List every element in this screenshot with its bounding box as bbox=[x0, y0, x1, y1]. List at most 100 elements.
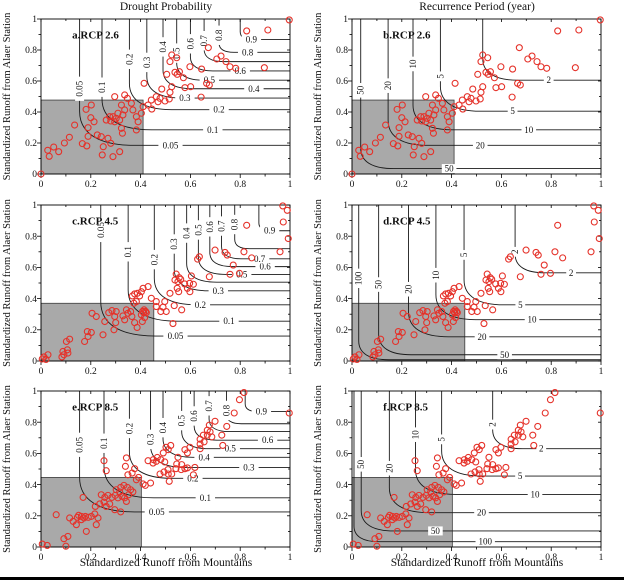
x-tick-label: 0 bbox=[350, 367, 355, 377]
contour-label-halo bbox=[220, 444, 240, 454]
scatter-point bbox=[248, 254, 256, 262]
contour-label-20: 20 bbox=[477, 508, 487, 518]
x-tick-label: 0.2 bbox=[85, 180, 97, 190]
scatter-point bbox=[144, 283, 152, 291]
scatter-point bbox=[285, 16, 293, 24]
scatter-point bbox=[203, 431, 211, 439]
scatter-point bbox=[395, 513, 403, 521]
scatter-point bbox=[92, 312, 100, 321]
contour-label-halo bbox=[75, 76, 85, 101]
contour-line-0.6 bbox=[189, 19, 290, 72]
scatter-point bbox=[410, 331, 418, 339]
scatter-point bbox=[162, 307, 170, 316]
scatter-point bbox=[107, 117, 115, 125]
contour-label-halo bbox=[214, 25, 224, 45]
scatter-point bbox=[133, 323, 141, 332]
scatter-point bbox=[137, 288, 145, 296]
scatter-point bbox=[463, 303, 471, 311]
scatter-point bbox=[476, 95, 484, 103]
scatter-point bbox=[163, 70, 171, 78]
scatter-point bbox=[433, 454, 441, 462]
contour-label-halo bbox=[474, 508, 489, 518]
scatter-point bbox=[451, 79, 459, 87]
scatter-point bbox=[127, 99, 135, 107]
contour-label-halo bbox=[190, 300, 211, 310]
contour-label-50: 50 bbox=[356, 459, 366, 469]
scatter-point bbox=[168, 470, 176, 478]
scatter-point bbox=[433, 306, 441, 314]
contour-label-halo bbox=[507, 106, 518, 116]
scatter-point bbox=[508, 93, 516, 101]
scatter-point bbox=[394, 142, 402, 150]
contour-label-10: 10 bbox=[410, 430, 420, 440]
scatter-point bbox=[398, 328, 406, 337]
contour-label-0.1: 0.1 bbox=[207, 125, 218, 135]
scatter-point bbox=[498, 272, 506, 280]
scatter-point bbox=[229, 261, 237, 269]
scatter-point bbox=[587, 248, 595, 256]
scatter-point bbox=[422, 93, 430, 101]
contour-label-0.5: 0.5 bbox=[172, 47, 182, 59]
y-tick-label: 1 bbox=[32, 387, 37, 397]
scatter-point bbox=[390, 493, 398, 501]
contour-label-0.1: 0.1 bbox=[123, 246, 133, 257]
contour-line-0.2 bbox=[128, 19, 290, 111]
contour-label-20: 20 bbox=[476, 140, 486, 150]
x-tick-label: 0 bbox=[350, 180, 355, 190]
scatter-point bbox=[99, 143, 107, 151]
scatter-point bbox=[82, 105, 90, 113]
x-tick-label: 0.6 bbox=[184, 553, 196, 563]
scatter-point bbox=[87, 101, 95, 109]
contour-label-halo bbox=[354, 268, 364, 289]
contour-label-halo bbox=[383, 78, 393, 93]
scatter-point bbox=[405, 514, 413, 522]
scatter-point bbox=[200, 438, 208, 446]
scatter-point bbox=[140, 306, 148, 314]
scatter-point bbox=[64, 532, 72, 540]
scatter-point bbox=[148, 105, 156, 113]
contour-label-halo bbox=[244, 84, 264, 94]
contour-label-0.3: 0.3 bbox=[179, 93, 191, 103]
contour-label-halo bbox=[474, 332, 490, 342]
scatter-point bbox=[490, 74, 498, 82]
panel-label-e: e.RCP 8.5 bbox=[72, 402, 119, 414]
scatter-point bbox=[63, 346, 71, 354]
scatter-point bbox=[371, 351, 379, 359]
scatter-point bbox=[178, 306, 186, 314]
contour-label-50: 50 bbox=[500, 350, 510, 360]
contour-label-0.8: 0.8 bbox=[222, 404, 232, 416]
scatter-series-rcp45 bbox=[38, 202, 292, 363]
scatter-point bbox=[411, 457, 419, 465]
scatter-point bbox=[554, 27, 562, 35]
y-tick-label: 0.6 bbox=[336, 450, 348, 460]
panel-label-b: b.RCP 2.6 bbox=[383, 29, 431, 41]
scatter-point bbox=[72, 521, 80, 529]
contour-label-halo bbox=[158, 140, 183, 150]
contour-label-2: 2 bbox=[510, 250, 520, 255]
scatter-point bbox=[66, 335, 74, 343]
contour-label-0.6: 0.6 bbox=[235, 66, 247, 76]
contour-label-0.2: 0.2 bbox=[187, 473, 198, 483]
contour-label-halo bbox=[527, 489, 543, 499]
scatter-point bbox=[522, 417, 530, 425]
scatter-point bbox=[436, 491, 444, 499]
y-tick-label: 0.2 bbox=[336, 326, 348, 336]
contour-label-halo bbox=[209, 105, 229, 115]
contour-label-halo bbox=[472, 140, 488, 150]
contour-label-halo bbox=[142, 52, 152, 73]
contour-line-0.4 bbox=[162, 391, 290, 458]
panel-b: 505020201010552000.20.20.40.40.60.60.80.… bbox=[313, 12, 604, 190]
scatter-point bbox=[87, 328, 95, 337]
scatter-point bbox=[507, 445, 515, 453]
scatter-point bbox=[149, 456, 157, 464]
scatter-point bbox=[162, 443, 170, 451]
scatter-point bbox=[467, 470, 475, 478]
x-axis-title-right: Standardized Runoff from Mountains bbox=[390, 557, 564, 569]
contour-label-halo bbox=[231, 269, 252, 279]
y-tick-label: 0.4 bbox=[25, 481, 37, 491]
scatter-point bbox=[205, 81, 213, 89]
scatter-point bbox=[382, 121, 390, 129]
left-column-title: Drought Probability bbox=[119, 1, 213, 13]
scatter-point bbox=[427, 488, 435, 496]
